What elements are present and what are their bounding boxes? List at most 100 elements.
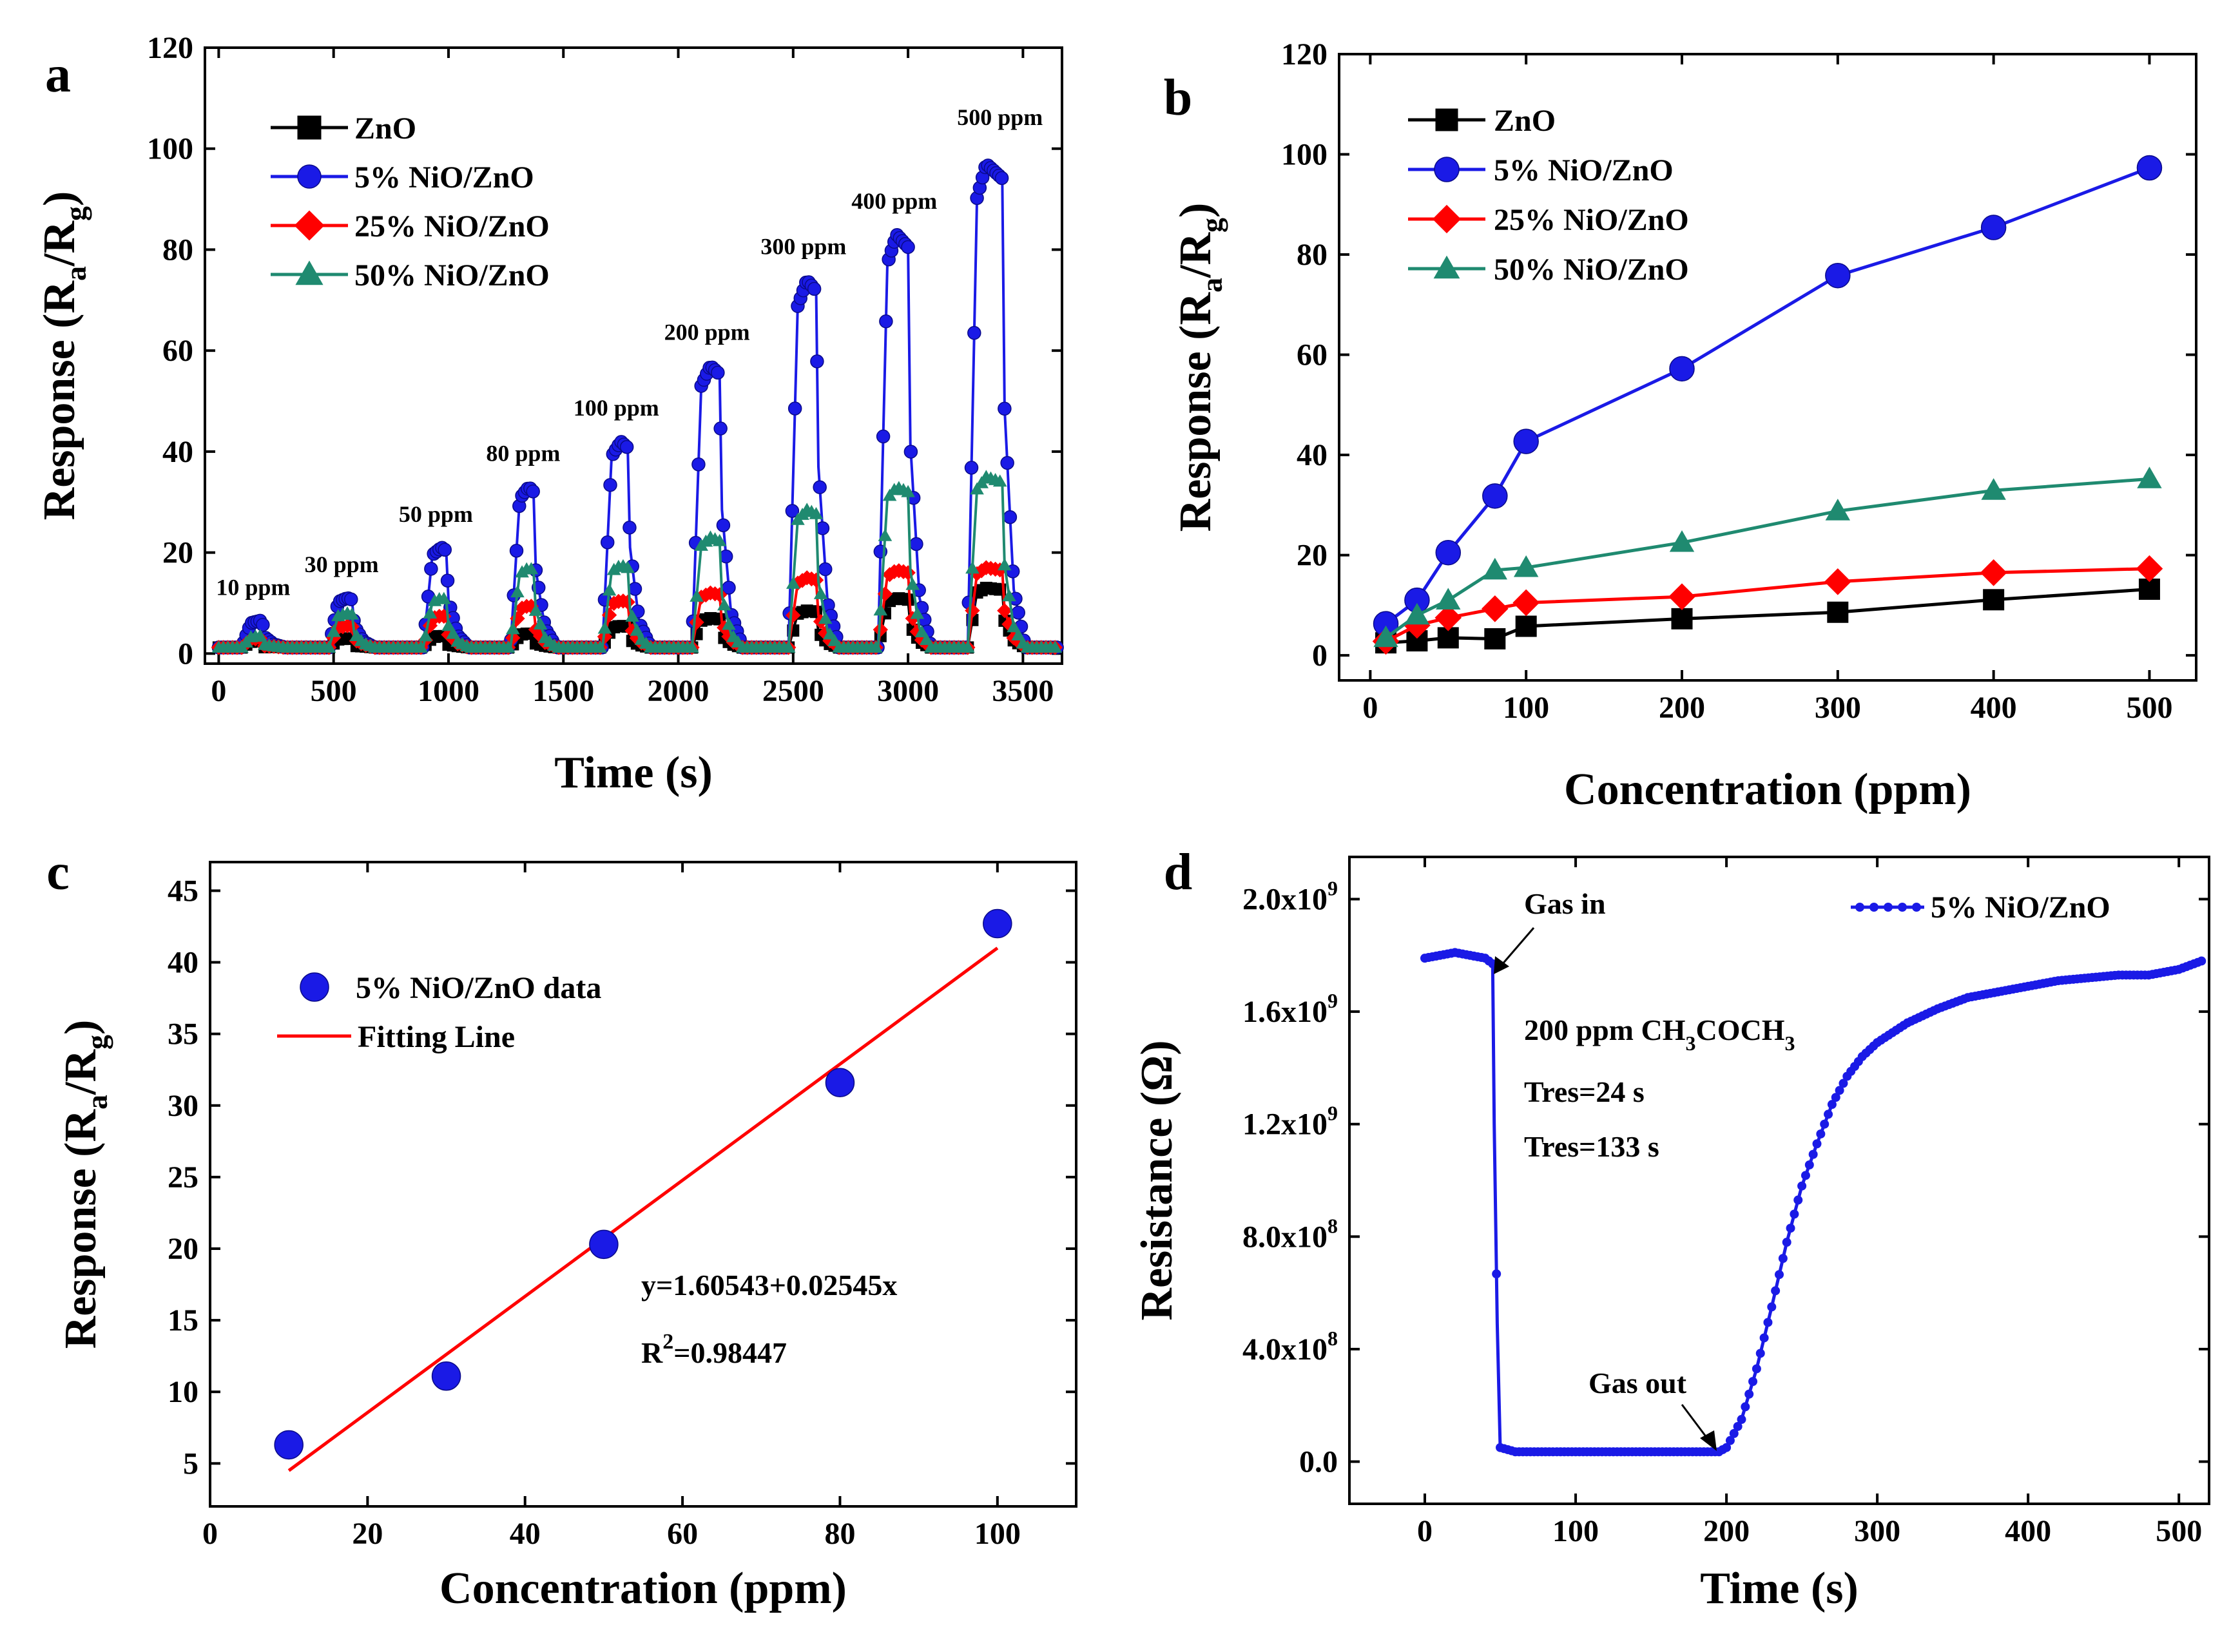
y-tick-label: 15 [168,1303,198,1338]
data-point [1482,483,1508,509]
y-tick-label: 40 [162,435,193,469]
legend-label: 5% NiO/ZnO [1494,153,1674,187]
y-tick-label: 1.2x109 [1242,1102,1338,1142]
data-point [711,365,725,380]
data-point [344,592,358,606]
y-tick-base: 1.6x10 [1242,995,1328,1029]
panel-label-b: b [1164,70,1193,126]
x-tick-label: 0 [202,1517,218,1551]
data-point [1434,604,1462,631]
r2-value: =0.98447 [673,1336,787,1369]
data-point [983,908,1012,939]
y-tick-label: 8.0x108 [1242,1214,1338,1254]
data-point [441,619,456,631]
data-point [528,603,543,616]
data-point [722,617,736,630]
legend-label: 25% NiO/ZnO [1494,203,1689,237]
plot-area-b [1372,155,2163,655]
x-tick-label: 500 [2126,691,2172,725]
data-point [1373,625,1398,648]
r2-sup: 2 [662,1330,673,1354]
pulse-label: 30 ppm [305,552,379,577]
data-point [1980,559,2007,586]
data-point [997,603,1012,619]
data-point [1725,1436,1735,1445]
data-point [1983,589,2005,611]
y-axis-label-a: Response (Ra/Rg) [35,191,92,521]
y-tick-base: 4.0x10 [1242,1332,1328,1367]
data-point [2137,466,2162,488]
data-point [1484,628,1506,649]
data-point [1492,1269,1501,1279]
ylabel-main: Response (R [1171,292,1221,532]
panel-label-d: d [1164,844,1193,901]
legend-label: ZnO [1494,104,1556,138]
ylabel-mid: /R [35,220,84,267]
data-point [526,484,540,499]
y-tick-base: 8.0x10 [1242,1220,1328,1254]
x-tick-label: 400 [2005,1514,2051,1548]
x-tick-label: 1000 [418,674,479,708]
x-tick-label: 500 [311,674,357,708]
legend-label: 5% NiO/ZnO [354,160,534,195]
data-point [919,633,934,646]
y-tick-label: 0.0 [1299,1445,1338,1479]
x-tick-label: 3000 [877,674,939,708]
panel-c: 0 20 40 60 80 100 5 10 15 20 25 30 35 40 45 c Concentrat… [46,844,1077,1613]
data-point [1816,1129,1826,1138]
data-point [967,325,981,340]
data-point [914,625,929,638]
legend-marker [300,972,329,1002]
legend-label: ZnO [354,111,416,146]
legend-marker [1855,903,1864,912]
data-point [914,632,930,648]
legend-d: 5% NiO/ZnO [1851,890,2110,925]
data-point [685,640,699,653]
data-point [1797,1181,1807,1191]
data-point [965,602,980,619]
ylabel-sub: a [81,1095,113,1109]
data-point [1744,1389,1754,1399]
data-point [1669,530,1695,552]
legend-marker [1433,255,1460,279]
y-tick-label: 30 [168,1089,198,1123]
y-tick-label: 80 [162,233,193,267]
data-point [1820,1119,1830,1129]
x-tick-label: 100 [1552,1514,1599,1548]
data-point [437,591,451,604]
data-point [1435,539,1462,566]
legend-marker [297,164,322,189]
data-point [873,603,888,616]
x-tick-label: 60 [667,1517,698,1551]
data-point [1748,1377,1758,1387]
x-tick-label: 300 [1854,1514,1900,1548]
data-point [1804,1160,1814,1169]
data-point [1011,628,1026,640]
x-tick-label: 100 [974,1517,1021,1551]
data-point [970,482,984,495]
data-point [998,401,1012,416]
data-point [810,354,824,369]
data-point [808,572,824,588]
data-point [2138,578,2160,600]
data-point [628,582,642,596]
data-point [786,608,801,623]
data-point [1007,620,1021,633]
x-tick-label: 2000 [648,674,710,708]
r2-prefix: R [641,1336,663,1369]
data-point [994,171,1009,186]
plot-area-d [1420,948,2206,1457]
pulse-label: 300 ppm [760,233,846,259]
data-point [1048,640,1063,653]
data-point [524,562,539,575]
y-tick-label: 40 [168,946,198,980]
y-tick-label: 45 [168,874,198,908]
gas-in-arrowhead [1494,956,1509,974]
y-tick-label: 20 [1297,539,1328,573]
data-point [1741,1402,1750,1412]
pulse-label: 100 ppm [574,395,659,421]
legend-b: ZnO 5% NiO/ZnO 25% NiO/ZnO 50% NiO/ZnO [1408,104,1689,287]
data-point [620,594,635,610]
data-point [1782,1238,1791,1247]
data-point [1404,602,1430,625]
